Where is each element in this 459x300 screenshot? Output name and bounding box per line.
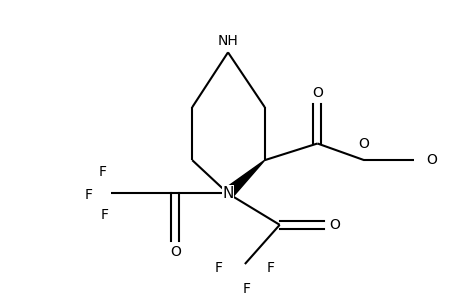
Polygon shape — [224, 160, 264, 198]
Text: F: F — [214, 261, 223, 275]
Text: F: F — [266, 261, 274, 275]
Text: O: O — [358, 137, 369, 151]
Text: F: F — [101, 208, 108, 222]
Text: F: F — [84, 188, 93, 203]
Text: O: O — [311, 86, 322, 100]
Text: N: N — [222, 186, 233, 201]
Text: F: F — [242, 282, 250, 296]
Text: F: F — [99, 165, 106, 179]
Text: NH: NH — [217, 34, 238, 48]
Text: O: O — [169, 245, 180, 260]
Text: O: O — [425, 153, 436, 167]
Text: O: O — [329, 218, 340, 232]
